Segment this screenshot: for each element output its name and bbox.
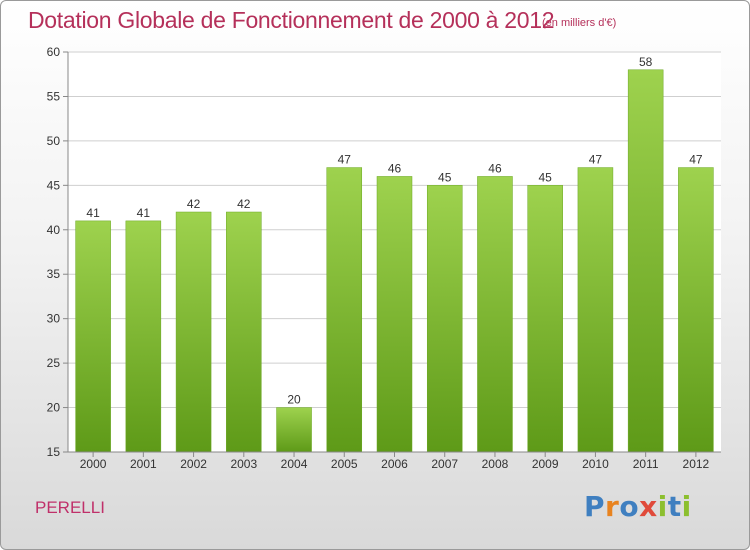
y-tick-label: 40 — [47, 223, 61, 237]
y-tick-label: 60 — [47, 45, 61, 59]
bar-2006 — [376, 176, 413, 453]
x-tick-label-2007: 2007 — [431, 457, 458, 471]
value-label-2010: 47 — [589, 153, 603, 167]
x-tick-label-2011: 2011 — [633, 457, 659, 471]
logo-letter: t — [667, 490, 682, 523]
commune-name: PERELLI — [35, 498, 105, 517]
bar-2009 — [527, 185, 563, 453]
bar-2004 — [276, 407, 312, 453]
bar-2005 — [326, 167, 363, 453]
bars: 41 41 42 42 20 47 46 45 46 45 47 58 47 — [75, 55, 714, 453]
logo-letter: P — [584, 490, 606, 523]
y-tick-label: 20 — [47, 401, 61, 415]
bar-2010 — [577, 167, 614, 453]
value-label-2002: 42 — [187, 197, 201, 211]
value-label-2007: 45 — [438, 170, 452, 184]
value-label-2004: 20 — [287, 393, 301, 407]
logo-letter: o — [619, 490, 640, 523]
x-tick-label-2004: 2004 — [281, 457, 308, 471]
x-tick-label-2012: 2012 — [683, 457, 710, 471]
bar-2008 — [477, 176, 513, 453]
value-label-2011: 58 — [639, 55, 653, 69]
x-tick-label-2000: 2000 — [80, 457, 107, 471]
value-label-2012: 47 — [689, 153, 703, 167]
x-tick-label-2010: 2010 — [582, 457, 609, 471]
value-label-2000: 41 — [86, 206, 100, 220]
chart-subtitle: (en milliers d'€) — [542, 17, 617, 29]
x-tick-label-2008: 2008 — [482, 457, 509, 471]
x-tick-label-2002: 2002 — [180, 457, 207, 471]
axes: 15 20 25 30 35 40 45 50 55 60 2000 2001 2002 2003 2004… — [47, 45, 721, 471]
bar-2001 — [125, 220, 162, 453]
value-label-2009: 45 — [539, 170, 553, 184]
bar-2003 — [226, 211, 262, 453]
y-tick-label: 55 — [47, 89, 61, 103]
bar-2012 — [678, 167, 714, 453]
y-tick-label: 50 — [47, 134, 61, 148]
value-label-2001: 41 — [137, 206, 151, 220]
x-tick-label-2005: 2005 — [331, 457, 358, 471]
y-tick-label: 45 — [47, 178, 61, 192]
y-tick-label: 25 — [47, 356, 61, 370]
bar-2002 — [175, 211, 212, 453]
logo-letter: x — [639, 490, 658, 523]
bar-2011 — [627, 69, 664, 453]
value-label-2003: 42 — [237, 197, 251, 211]
y-tick-label: 30 — [47, 312, 61, 326]
value-label-2006: 46 — [388, 161, 402, 175]
proxiti-logo: Proxiti — [584, 490, 692, 523]
logo-letter: i — [657, 490, 668, 523]
chart-title: Dotation Globale de Fonctionnement de 20… — [28, 7, 555, 33]
bar-2000 — [75, 220, 111, 453]
x-tick-label-2003: 2003 — [230, 457, 257, 471]
value-label-2008: 46 — [488, 161, 502, 175]
x-tick-label-2001: 2001 — [130, 457, 157, 471]
x-tick-label-2009: 2009 — [532, 457, 559, 471]
x-tick-label-2006: 2006 — [381, 457, 408, 471]
logo-letter: i — [681, 490, 692, 523]
y-tick-label: 35 — [47, 267, 61, 281]
value-label-2005: 47 — [338, 153, 352, 167]
bar-2007 — [426, 185, 463, 453]
logo-letter: r — [605, 490, 620, 523]
y-tick-label: 15 — [47, 445, 61, 459]
